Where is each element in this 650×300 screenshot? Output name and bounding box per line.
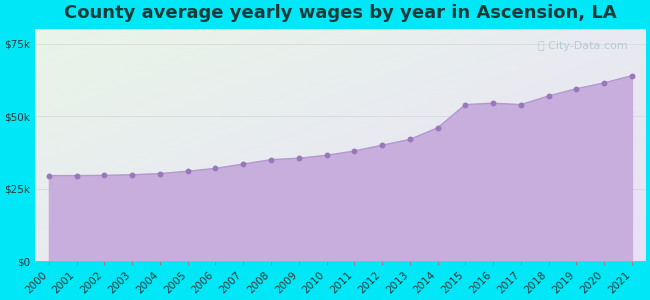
Text: ⓘ City-Data.com: ⓘ City-Data.com bbox=[538, 41, 627, 51]
Point bbox=[627, 73, 637, 78]
Point bbox=[211, 166, 221, 171]
Point bbox=[432, 125, 443, 130]
Point bbox=[99, 173, 110, 178]
Point bbox=[266, 157, 276, 162]
Point bbox=[349, 148, 359, 153]
Point bbox=[294, 156, 304, 161]
Point bbox=[183, 169, 193, 174]
Point bbox=[72, 173, 82, 178]
Point bbox=[460, 102, 471, 107]
Point bbox=[515, 102, 526, 107]
Point bbox=[377, 143, 387, 148]
Point bbox=[321, 153, 332, 158]
Point bbox=[543, 94, 554, 98]
Title: County average yearly wages by year in Ascension, LA: County average yearly wages by year in A… bbox=[64, 4, 617, 22]
Point bbox=[127, 172, 137, 177]
Point bbox=[405, 137, 415, 142]
Point bbox=[44, 173, 54, 178]
Point bbox=[155, 171, 165, 176]
Point bbox=[599, 80, 610, 85]
Point bbox=[571, 86, 582, 91]
Point bbox=[238, 162, 248, 167]
Point bbox=[488, 101, 499, 106]
